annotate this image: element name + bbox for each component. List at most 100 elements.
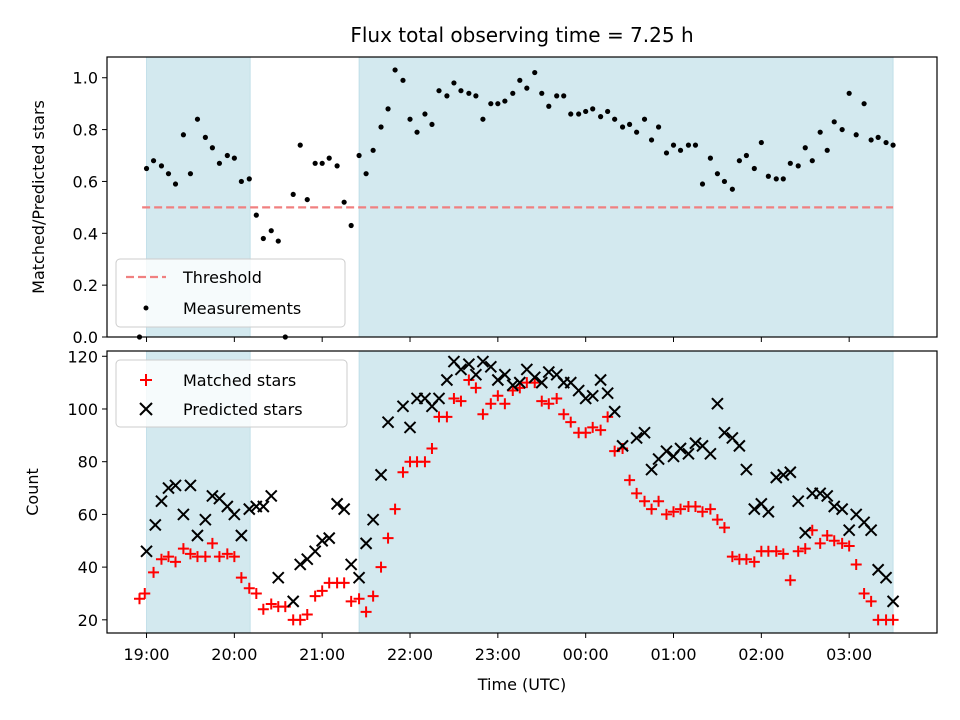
predicted-point	[821, 489, 834, 503]
matched-point	[660, 508, 672, 520]
threshold-legend-label: Threshold	[182, 268, 262, 287]
measurement-point	[246, 176, 252, 182]
matched-point	[382, 532, 394, 544]
measurement-point	[685, 142, 692, 148]
predicted-point	[498, 368, 512, 381]
measurement-point	[341, 199, 347, 205]
top-axes-frame	[106, 56, 938, 338]
chart-title: Flux total observing time = 7.25 h	[350, 23, 693, 47]
measurement-point	[334, 163, 340, 169]
xtick-label: 19:00	[123, 645, 169, 664]
predicted-point	[243, 502, 256, 516]
matched-point	[865, 595, 877, 607]
measurement-point	[817, 129, 823, 135]
top-x-ticks	[146, 337, 850, 342]
matched-point	[257, 603, 269, 615]
predicted-point	[235, 529, 248, 542]
measurement-point	[729, 186, 735, 192]
predicted-point	[149, 518, 162, 532]
measurement-point	[202, 134, 208, 140]
predicted-legend-label: Predicted stars	[183, 400, 303, 419]
shaded-interval-2	[358, 56, 894, 338]
matched-point	[213, 551, 225, 563]
predicted-point	[740, 463, 753, 476]
top-ytick-label: 0.8	[73, 121, 98, 140]
measurement-point	[846, 90, 852, 96]
measurement-point	[414, 129, 420, 135]
measurement-point	[605, 108, 611, 115]
matched-point	[455, 395, 467, 407]
bottom-legend: Matched stars Predicted stars	[115, 359, 348, 428]
matched-point	[499, 398, 511, 410]
xtick-label: 23:00	[475, 645, 521, 664]
bottom-legend-box	[115, 359, 348, 428]
matched-point	[170, 556, 182, 568]
shaded-interval-2	[358, 350, 894, 634]
measurement-point	[714, 171, 721, 177]
predicted-point	[199, 513, 212, 526]
measurement-point	[238, 178, 244, 185]
measurement-point	[861, 101, 867, 107]
measurement-point	[619, 124, 626, 130]
measurement-point	[319, 160, 325, 166]
measurement-point	[158, 163, 165, 169]
measurement-point	[451, 80, 457, 86]
measurement-point	[312, 160, 318, 166]
matched-point	[551, 392, 563, 404]
predicted-point	[594, 373, 607, 387]
matched-point	[558, 408, 570, 420]
matched-point	[338, 577, 350, 589]
measurement-point	[510, 90, 516, 96]
predicted-point	[886, 595, 900, 608]
matched-point	[740, 553, 752, 565]
matched-point	[316, 585, 328, 597]
predicted-legend-swatch	[139, 402, 153, 416]
predicted-point	[630, 431, 643, 445]
measurement-point	[590, 106, 596, 112]
top-ytick-label: 0.6	[73, 172, 98, 191]
measurement-point	[165, 171, 172, 177]
measurement-point	[787, 160, 793, 166]
predicted-point	[352, 571, 366, 584]
predicted-point	[337, 502, 351, 516]
measurement-point	[392, 67, 398, 73]
measurement-point	[824, 147, 830, 153]
matched-point	[639, 495, 651, 507]
xtick-label: 20:00	[211, 645, 257, 664]
predicted-point	[704, 447, 717, 460]
predicted-point	[645, 463, 658, 476]
measurement-point	[583, 108, 589, 115]
matched-point	[653, 495, 665, 507]
predicted-point	[272, 571, 285, 584]
predicted-point	[777, 468, 790, 482]
matched-point	[821, 529, 833, 541]
matched-point	[470, 382, 482, 394]
matched-legend-label: Matched stars	[183, 371, 296, 390]
measurement-point	[663, 150, 670, 156]
matched-point	[419, 456, 431, 468]
xtick-label: 03:00	[826, 645, 872, 664]
measurement-point	[304, 196, 310, 203]
predicted-point	[440, 373, 454, 387]
measurement-point	[275, 238, 281, 244]
matched-point	[221, 548, 233, 560]
top-ytick-label: 0.4	[73, 224, 98, 243]
matched-point	[206, 537, 218, 549]
matched-point	[814, 537, 826, 549]
predicted-point	[344, 558, 358, 571]
matched-point	[718, 522, 730, 534]
matched-point	[265, 598, 277, 610]
xtick-label: 22:00	[387, 645, 433, 664]
predicted-points	[140, 355, 900, 608]
measurement-point	[890, 142, 896, 148]
matched-point	[228, 551, 240, 563]
bottom-y-axis-label: Count	[23, 468, 42, 516]
bottom-ytick-label: 80	[78, 453, 98, 472]
measurement-point	[634, 129, 640, 135]
predicted-point	[718, 426, 731, 439]
matched-point	[199, 551, 211, 563]
matched-point	[426, 443, 438, 455]
matched-point	[689, 500, 701, 512]
predicted-point	[162, 481, 175, 495]
measurement-point	[707, 155, 713, 161]
